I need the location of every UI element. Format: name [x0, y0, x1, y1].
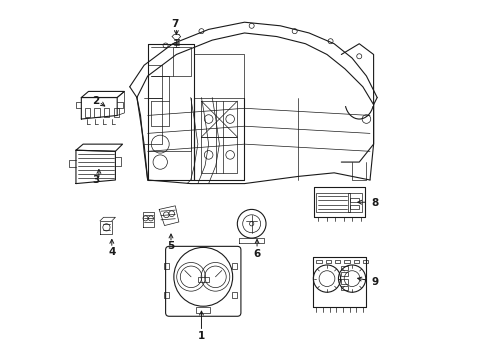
Text: 4: 4 [108, 247, 115, 257]
Bar [344, 260, 349, 263]
Bar [341, 266, 348, 270]
Bar [316, 193, 349, 212]
Text: 1: 1 [198, 331, 204, 341]
Bar [341, 286, 348, 290]
Bar [163, 292, 169, 298]
Bar [341, 272, 348, 276]
Bar [353, 260, 358, 263]
Bar [325, 260, 330, 263]
Bar [349, 198, 359, 202]
Bar [316, 260, 321, 263]
Text: 9: 9 [371, 277, 378, 287]
Bar [198, 277, 208, 282]
Text: 7: 7 [170, 19, 178, 29]
Text: 6: 6 [253, 248, 260, 258]
Text: 5: 5 [167, 241, 174, 251]
Bar [334, 260, 340, 263]
Bar [341, 279, 348, 284]
Bar [362, 260, 367, 263]
Bar [94, 108, 100, 117]
Bar [163, 263, 169, 269]
Text: 8: 8 [371, 198, 378, 208]
Text: 2: 2 [92, 96, 99, 106]
Text: 3: 3 [92, 175, 99, 185]
Bar [231, 263, 237, 269]
Bar [348, 193, 362, 212]
Bar [104, 108, 109, 117]
Bar [85, 108, 90, 117]
Bar [349, 205, 359, 210]
Bar [113, 108, 119, 117]
Bar [231, 292, 237, 298]
Bar [196, 307, 210, 313]
